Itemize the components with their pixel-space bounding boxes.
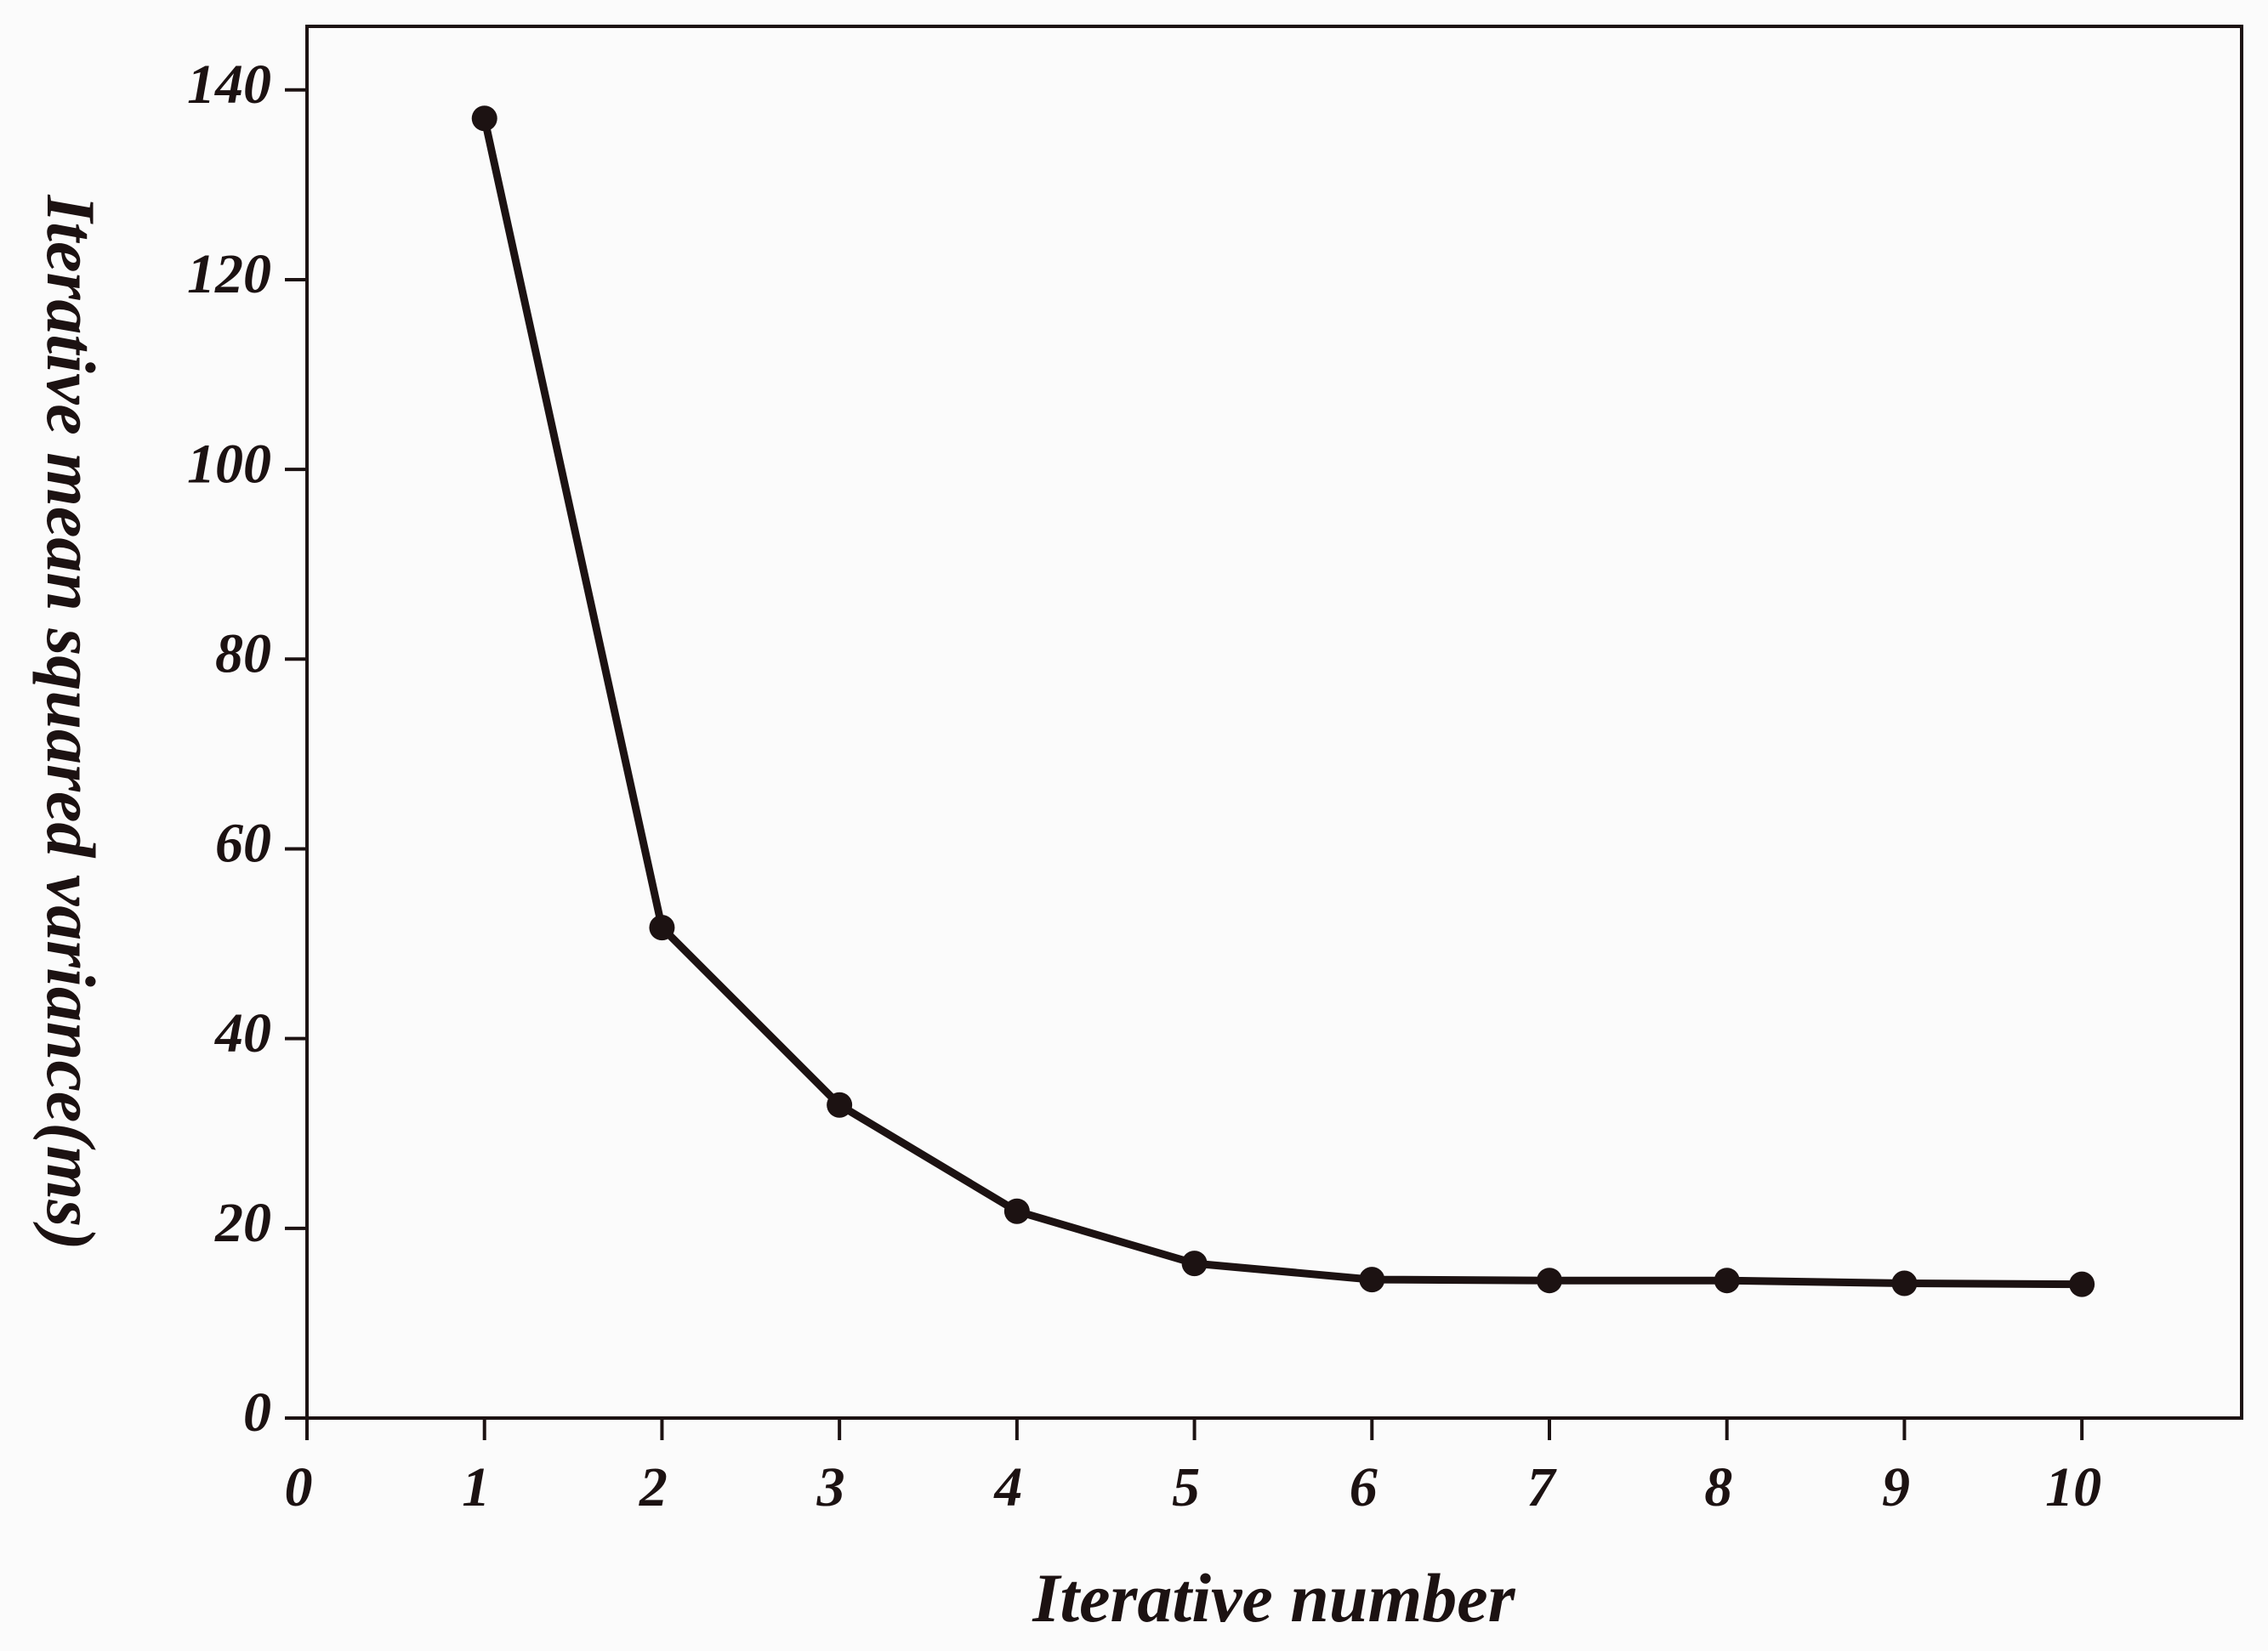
x-tick-label: 5 — [1172, 1456, 1200, 1518]
x-tick-label: 9 — [1882, 1456, 1910, 1518]
data-point — [1003, 1198, 1030, 1224]
data-point — [1714, 1268, 1740, 1294]
x-tick-label: 8 — [1704, 1456, 1732, 1518]
data-point — [1891, 1270, 1918, 1296]
y-tick-label: 120 — [187, 243, 271, 305]
data-line — [480, 117, 2083, 1289]
x-tick-label: 0 — [285, 1456, 313, 1518]
y-tick-label: 40 — [213, 1002, 271, 1064]
data-point — [1181, 1251, 1208, 1277]
data-point — [1359, 1267, 1385, 1293]
data-point — [471, 105, 497, 132]
y-axis-title: Iterative mean squared variance(ms) — [32, 194, 110, 1250]
y-tick-label: 100 — [187, 433, 271, 495]
x-tick-label: 7 — [1527, 1456, 1558, 1518]
y-tick-label: 0 — [243, 1382, 271, 1444]
y-tick-label: 80 — [215, 622, 271, 684]
y-tick-label: 60 — [215, 813, 271, 875]
x-tick-label: 4 — [992, 1456, 1022, 1518]
x-axis-title: Iterative number — [1032, 1559, 1515, 1637]
y-tick-label: 20 — [214, 1192, 271, 1254]
y-tick-label: 140 — [187, 54, 271, 116]
x-tick-label: 2 — [639, 1456, 668, 1518]
plot-frame — [305, 25, 2243, 1420]
data-point — [827, 1092, 853, 1118]
data-point — [649, 915, 675, 941]
x-tick-label: 3 — [816, 1456, 845, 1518]
x-tick-label: 10 — [2045, 1456, 2101, 1518]
data-point — [2069, 1271, 2095, 1297]
data-point — [1537, 1268, 1563, 1294]
x-tick-label: 6 — [1350, 1456, 1378, 1518]
x-tick-label: 1 — [462, 1456, 490, 1518]
